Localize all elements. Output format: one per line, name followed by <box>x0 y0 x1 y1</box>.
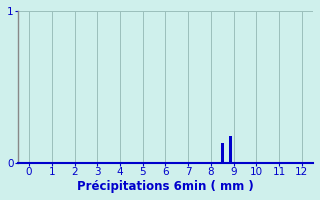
X-axis label: Précipitations 6min ( mm ): Précipitations 6min ( mm ) <box>77 180 254 193</box>
Bar <box>229 136 232 163</box>
Bar <box>221 143 224 163</box>
